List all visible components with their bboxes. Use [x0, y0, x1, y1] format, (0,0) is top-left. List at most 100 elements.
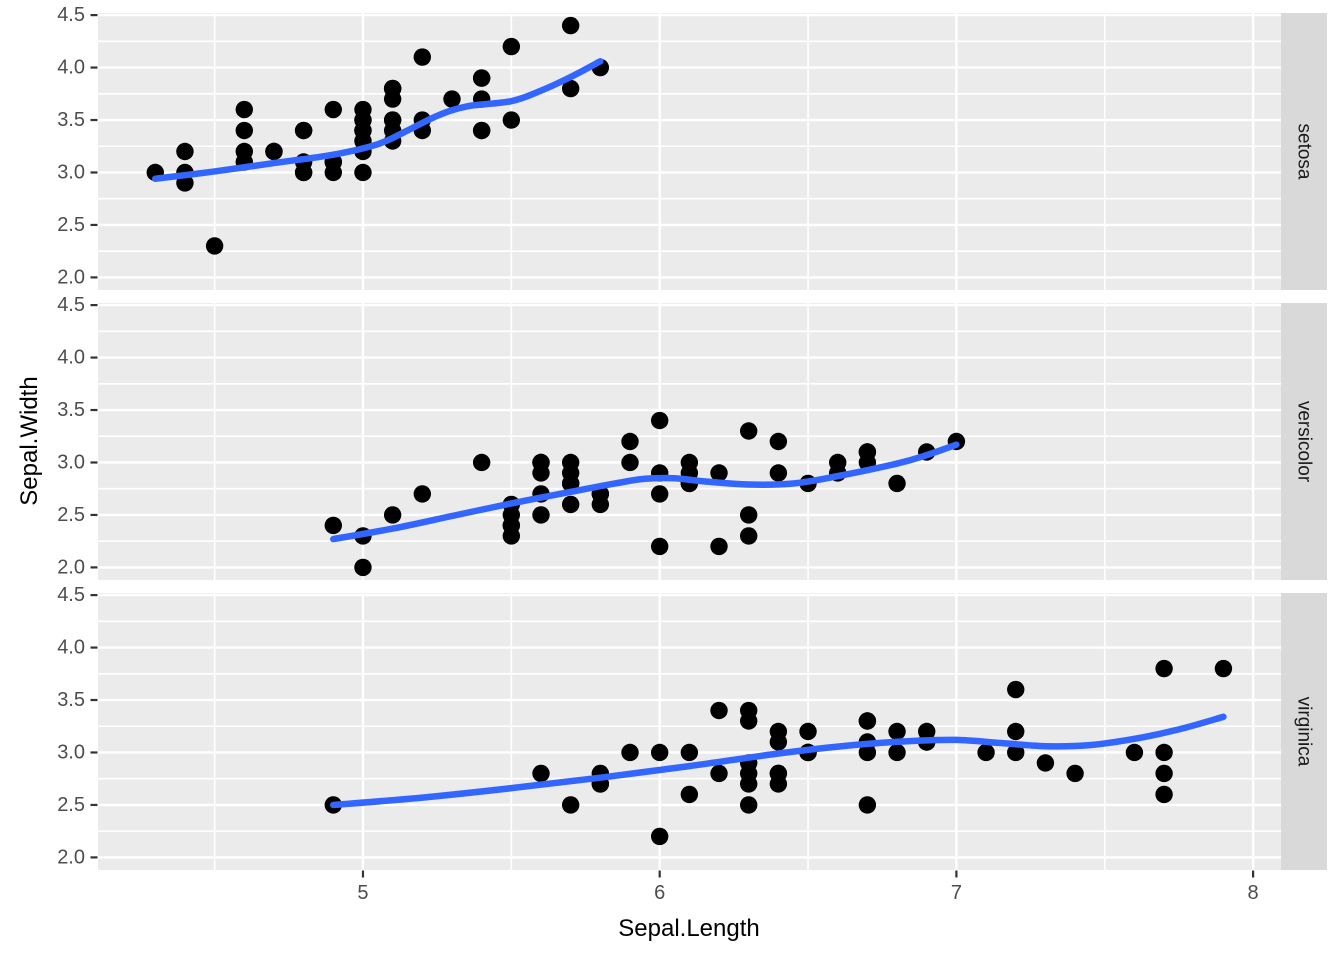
data-point — [383, 79, 402, 98]
data-point — [1125, 743, 1144, 762]
data-point — [1036, 754, 1055, 772]
data-point — [413, 485, 432, 503]
facet-strip-label: setosa — [1294, 124, 1315, 180]
data-point — [1155, 743, 1173, 762]
smooth-line-virginica — [330, 713, 1227, 809]
data-point — [413, 48, 432, 66]
data-point — [650, 743, 669, 762]
data-point — [294, 163, 313, 182]
data-point — [502, 111, 521, 129]
y-axis-title: Sepal.Width — [16, 376, 43, 506]
facet-strip-label: versicolor — [1294, 401, 1315, 483]
y-tick-label: 4.5 — [57, 294, 85, 316]
data-point — [858, 796, 877, 814]
data-point — [739, 422, 758, 440]
data-point — [561, 796, 580, 814]
y-tick-label: 2.0 — [57, 846, 85, 868]
y-tick-label: 3.5 — [57, 689, 85, 711]
data-point — [650, 411, 669, 430]
data-point — [888, 743, 906, 762]
data-point — [621, 453, 639, 472]
x-axis-title: Sepal.Length — [618, 915, 760, 942]
data-point — [829, 453, 847, 472]
y-tick-label: 2.5 — [57, 214, 85, 236]
data-point — [710, 701, 728, 720]
data-point — [472, 453, 491, 472]
data-point — [739, 527, 758, 545]
data-point — [650, 537, 669, 556]
x-tick-label: 5 — [357, 882, 368, 904]
data-point — [532, 453, 550, 472]
data-point — [354, 163, 372, 182]
data-point — [532, 764, 550, 783]
data-point — [621, 432, 639, 451]
data-point — [769, 432, 788, 451]
y-tick-label: 2.5 — [57, 504, 85, 526]
data-point — [739, 764, 758, 783]
y-tick-label: 2.0 — [57, 556, 85, 578]
data-point — [561, 16, 580, 35]
data-point — [739, 701, 758, 720]
data-point — [739, 796, 758, 814]
y-tick-label: 4.5 — [57, 584, 85, 606]
x-tick-label: 8 — [1248, 882, 1259, 904]
data-point — [710, 764, 728, 783]
data-point — [1007, 722, 1025, 741]
data-point — [235, 121, 253, 140]
data-point — [235, 100, 253, 119]
data-point — [443, 90, 461, 108]
y-tick-label: 3.5 — [57, 109, 85, 131]
data-point — [205, 237, 224, 255]
data-point — [1007, 743, 1025, 762]
data-point — [680, 785, 699, 804]
facet-strip-setosa — [1281, 13, 1327, 290]
smooth-line-versicolor — [330, 441, 960, 543]
data-point — [354, 558, 372, 577]
data-point — [324, 516, 342, 535]
y-tick-label: 2.0 — [57, 266, 85, 288]
data-point — [977, 743, 995, 762]
panel-virginica — [98, 593, 1281, 870]
data-point — [769, 764, 788, 783]
smooth-line-setosa — [152, 58, 604, 183]
data-point — [561, 79, 580, 98]
data-point — [235, 142, 253, 161]
data-point — [858, 712, 877, 730]
data-point — [621, 743, 639, 762]
data-point — [561, 495, 580, 514]
points-layer-setosa — [146, 16, 610, 255]
data-point — [888, 474, 906, 493]
facet-strip-label: virginica — [1294, 697, 1315, 767]
data-point — [888, 722, 906, 741]
data-point — [532, 506, 550, 524]
y-tick-label: 3.0 — [57, 741, 85, 763]
y-tick-label: 3.0 — [57, 161, 85, 183]
data-point — [858, 443, 877, 461]
y-tick-label: 4.0 — [57, 57, 85, 79]
data-point — [1155, 659, 1173, 678]
data-point — [472, 121, 491, 140]
data-point — [650, 827, 669, 846]
data-point — [383, 506, 402, 524]
data-point — [710, 537, 728, 556]
data-point — [294, 121, 313, 140]
data-point — [265, 142, 283, 161]
y-tick-label: 4.0 — [57, 347, 85, 369]
data-point — [680, 743, 699, 762]
data-point — [650, 485, 669, 503]
panel-setosa — [98, 13, 1281, 290]
data-point — [1007, 680, 1025, 699]
y-tick-label: 4.5 — [57, 4, 85, 26]
y-tick-label: 2.5 — [57, 794, 85, 816]
facet-strip-versicolor — [1281, 303, 1327, 580]
facet-strip-virginica — [1281, 593, 1327, 870]
data-point — [1155, 764, 1173, 783]
panel-versicolor — [98, 303, 1281, 580]
data-point — [1066, 764, 1084, 783]
x-tick-label: 6 — [654, 882, 665, 904]
data-point — [472, 69, 491, 87]
data-point — [354, 111, 372, 129]
data-point — [769, 464, 788, 482]
